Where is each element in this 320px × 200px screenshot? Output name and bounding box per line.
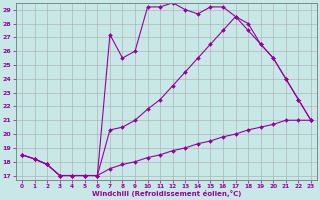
X-axis label: Windchill (Refroidissement éolien,°C): Windchill (Refroidissement éolien,°C)	[92, 190, 241, 197]
